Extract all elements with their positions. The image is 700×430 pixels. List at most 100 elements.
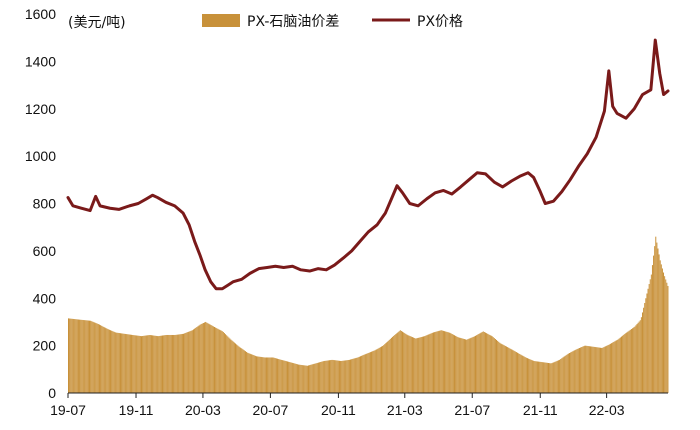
spread-bar-379 — [487, 333, 489, 393]
spread-bar-43 — [115, 332, 117, 393]
spread-bar-438 — [552, 362, 554, 393]
spread-bar-154 — [238, 346, 240, 393]
spread-bar-44 — [116, 332, 118, 393]
spread-bar-540 — [665, 279, 667, 393]
spread-bar-184 — [271, 357, 273, 393]
spread-bar-443 — [557, 360, 559, 393]
spread-bar-72 — [147, 335, 149, 393]
spread-bar-476 — [594, 346, 596, 393]
spread-bar-389 — [498, 341, 500, 393]
spread-bar-197 — [285, 361, 287, 393]
spread-bar-349 — [453, 335, 455, 393]
spread-bar-240 — [333, 360, 335, 393]
spread-bar-239 — [332, 359, 334, 393]
spread-bar-463 — [580, 347, 582, 393]
spread-bar-176 — [262, 357, 264, 393]
spread-bar-3 — [71, 318, 73, 393]
spread-bar-63 — [137, 335, 139, 393]
spread-bar-199 — [288, 361, 290, 393]
spread-bar-112 — [191, 330, 193, 393]
spread-bar-520 — [643, 307, 645, 393]
spread-bar-183 — [270, 357, 272, 393]
spread-bar-102 — [180, 334, 182, 393]
spread-bar-338 — [441, 330, 443, 393]
spread-bar-41 — [113, 331, 115, 393]
spread-bar-485 — [604, 346, 606, 393]
spread-bar-297 — [396, 333, 398, 393]
spread-bar-459 — [575, 349, 577, 393]
spread-bar-302 — [402, 331, 404, 393]
spread-bar-15 — [84, 320, 86, 393]
spread-bar-65 — [139, 336, 141, 393]
spread-bar-46 — [118, 333, 120, 393]
spread-bar-90 — [167, 334, 169, 393]
spread-bar-219 — [310, 364, 312, 393]
spread-bar-68 — [143, 335, 145, 393]
spread-bar-200 — [289, 362, 291, 393]
spread-bar-73 — [148, 335, 150, 393]
axes: 19-07 19-11 20-03 20-07 20-11 21-03 21-07 21-11… — [25, 6, 668, 418]
spread-bar-358 — [463, 339, 465, 393]
spread-bar-309 — [409, 336, 411, 393]
spread-bar-229 — [321, 361, 323, 393]
spread-bar-527 — [650, 274, 652, 393]
spread-bar-86 — [163, 335, 165, 393]
spread-bar-271 — [367, 353, 369, 393]
spread-bar-75 — [150, 335, 152, 393]
spread-bar-514 — [636, 324, 638, 393]
spread-bar-98 — [176, 334, 178, 393]
spread-bar-435 — [549, 363, 551, 393]
spread-bar-150 — [233, 342, 235, 393]
spread-bar-376 — [483, 332, 485, 393]
spread-bar-106 — [185, 332, 187, 393]
spread-bar-255 — [350, 359, 352, 393]
spread-bar-330 — [432, 332, 434, 393]
spread-bar-146 — [229, 338, 231, 393]
spread-bar-61 — [135, 335, 137, 393]
spread-bar-252 — [346, 360, 348, 393]
spread-bar-364 — [470, 337, 472, 393]
spread-bar-12 — [81, 319, 83, 393]
spread-bar-13 — [82, 319, 84, 393]
spread-bar-359 — [465, 339, 467, 393]
spread-bar-360 — [466, 339, 468, 393]
spread-bar-335 — [438, 330, 440, 393]
spread-bar-423 — [535, 361, 537, 393]
spread-bar-413 — [524, 357, 526, 393]
spread-bar-206 — [295, 363, 297, 393]
spread-bar-110 — [189, 331, 191, 393]
spread-bar-306 — [406, 334, 408, 393]
spread-bar-528 — [651, 265, 653, 393]
spread-bar-278 — [375, 349, 377, 393]
spread-bar-191 — [279, 359, 281, 393]
spread-bar-524 — [647, 288, 649, 393]
spread-bar-204 — [293, 363, 295, 393]
spread-bar-188 — [275, 358, 277, 393]
y-tick-label-0: 0 — [48, 385, 56, 401]
spread-bar-390 — [499, 342, 501, 393]
spread-bar-350 — [455, 335, 457, 393]
spread-bar-14 — [83, 320, 85, 393]
spread-bar-158 — [242, 349, 244, 393]
spread-bar-287 — [385, 343, 387, 393]
spread-bar-477 — [595, 347, 597, 393]
spread-bar-492 — [612, 342, 614, 393]
spread-bar-541 — [666, 282, 668, 393]
spread-bar-322 — [424, 336, 426, 393]
spread-bar-6 — [74, 319, 76, 393]
spread-bar-535 — [659, 260, 661, 393]
spread-bar-471 — [588, 346, 590, 393]
spread-bar-288 — [386, 342, 388, 393]
spread-bar-162 — [247, 352, 249, 393]
spread-bar-509 — [630, 329, 632, 393]
spread-bar-81 — [157, 336, 159, 393]
spread-bar-91 — [168, 334, 170, 393]
spread-bar-26 — [96, 323, 98, 393]
spread-bar-539 — [664, 276, 666, 393]
x-tick-label-4: 20-11 — [321, 402, 356, 418]
spread-bar-202 — [291, 362, 293, 393]
spread-bar-500 — [621, 336, 622, 393]
spread-bar-484 — [603, 347, 605, 393]
spread-bar-201 — [290, 362, 292, 393]
spread-bar-407 — [518, 353, 520, 393]
